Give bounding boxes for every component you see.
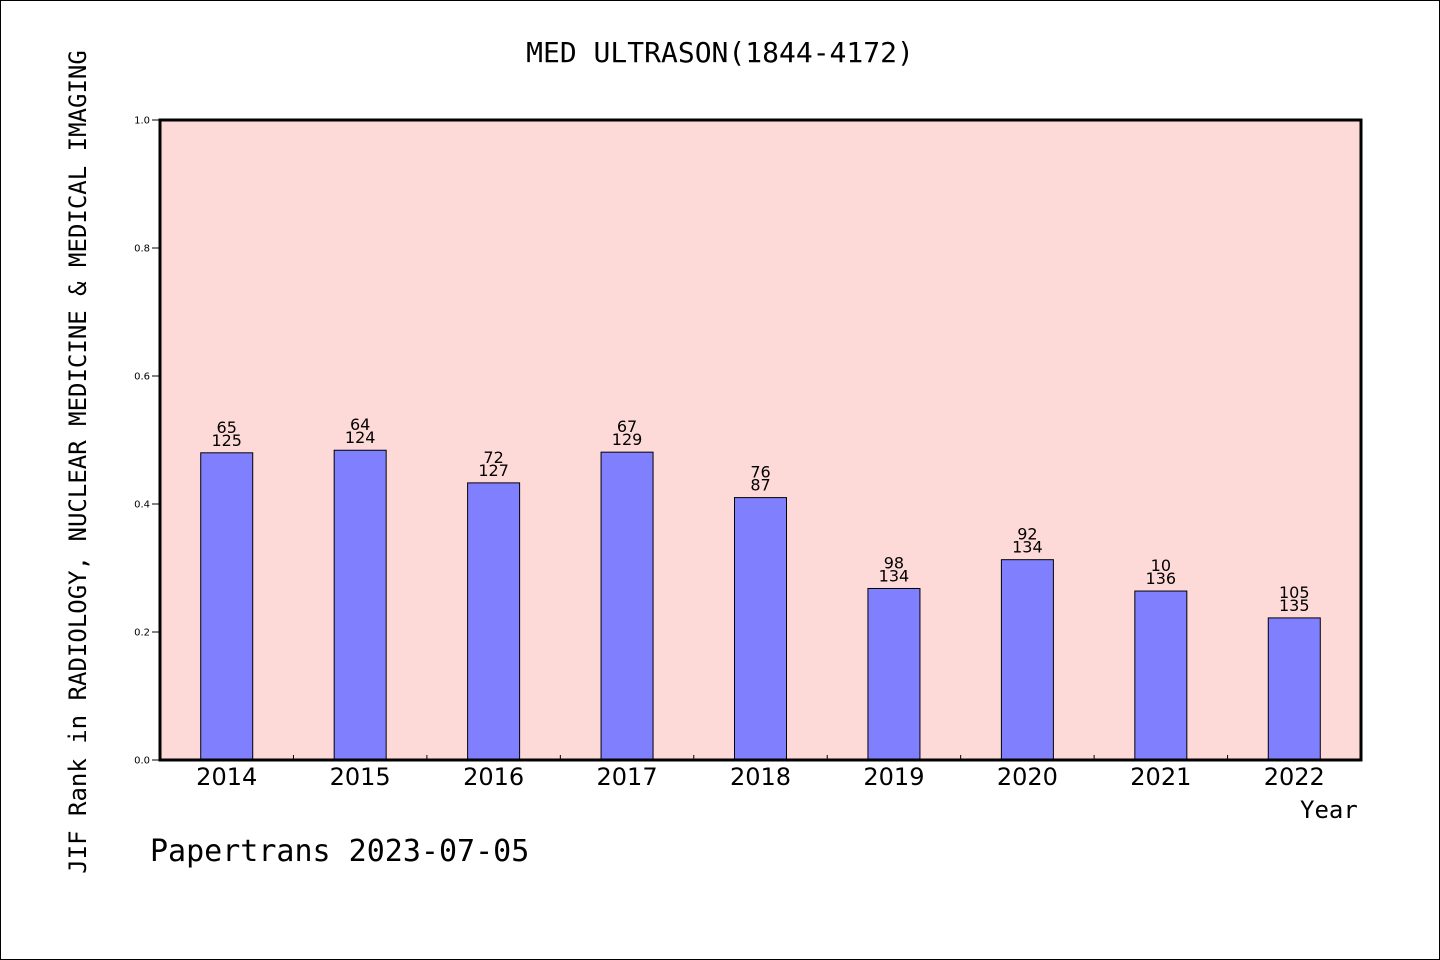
x-tick-label: 2020 <box>997 763 1058 791</box>
y-tick-label: 1.0 <box>134 116 150 127</box>
y-tick-label: 0.4 <box>134 500 150 511</box>
plot-border <box>158 118 1363 762</box>
bar-total-label: 124 <box>345 428 376 447</box>
bar <box>333 449 387 761</box>
x-tick-label: 2015 <box>330 763 391 791</box>
bar <box>734 497 787 761</box>
y-tick-label: 0.6 <box>134 372 150 383</box>
bar-total-label: 134 <box>1012 538 1043 557</box>
y-tick-label: 0.2 <box>134 628 150 639</box>
bar <box>1000 559 1054 761</box>
bar-total-label: 135 <box>1279 596 1310 615</box>
bar-rank-label: 105 <box>1279 583 1310 602</box>
bar-rank-label: 67 <box>617 417 637 436</box>
x-tick-label: 2017 <box>597 763 658 791</box>
chart-title: MED ULTRASON(1844-4172) <box>526 36 914 69</box>
bar-rank-label: 98 <box>884 553 904 572</box>
bar <box>867 587 921 761</box>
footer-text: Papertrans 2023-07-05 <box>150 834 530 869</box>
bar-total-label: 87 <box>750 476 770 495</box>
bar-rank-label: 92 <box>1017 525 1037 544</box>
bar-total-label: 129 <box>612 430 643 449</box>
x-tick-label: 2014 <box>196 763 257 791</box>
bar <box>1134 590 1188 761</box>
bar-total-label: 127 <box>478 461 509 480</box>
bar-total-label: 134 <box>879 566 910 585</box>
x-tick-label: 2018 <box>730 763 791 791</box>
bar-rank-label: 76 <box>750 463 770 482</box>
bar-rank-label: 72 <box>483 448 503 467</box>
bar-total-label: 125 <box>211 431 242 450</box>
bar-rank-label: 10 <box>1151 556 1171 575</box>
x-tick-label: 2019 <box>863 763 924 791</box>
bar <box>200 452 254 761</box>
y-tick-label: 0.0 <box>134 756 150 767</box>
y-tick-label: 0.8 <box>134 244 150 255</box>
bar <box>600 451 654 761</box>
x-tick-label: 2022 <box>1264 763 1325 791</box>
bar-total-label: 136 <box>1146 569 1177 588</box>
bar <box>467 482 521 761</box>
x-tick-label: 2016 <box>463 763 524 791</box>
bar-rank-label: 64 <box>350 415 370 434</box>
bar-rank-label: 65 <box>217 418 237 437</box>
x-tick-label: 2021 <box>1130 763 1191 791</box>
bar <box>1267 617 1321 761</box>
x-axis-label: Year <box>1300 796 1358 824</box>
